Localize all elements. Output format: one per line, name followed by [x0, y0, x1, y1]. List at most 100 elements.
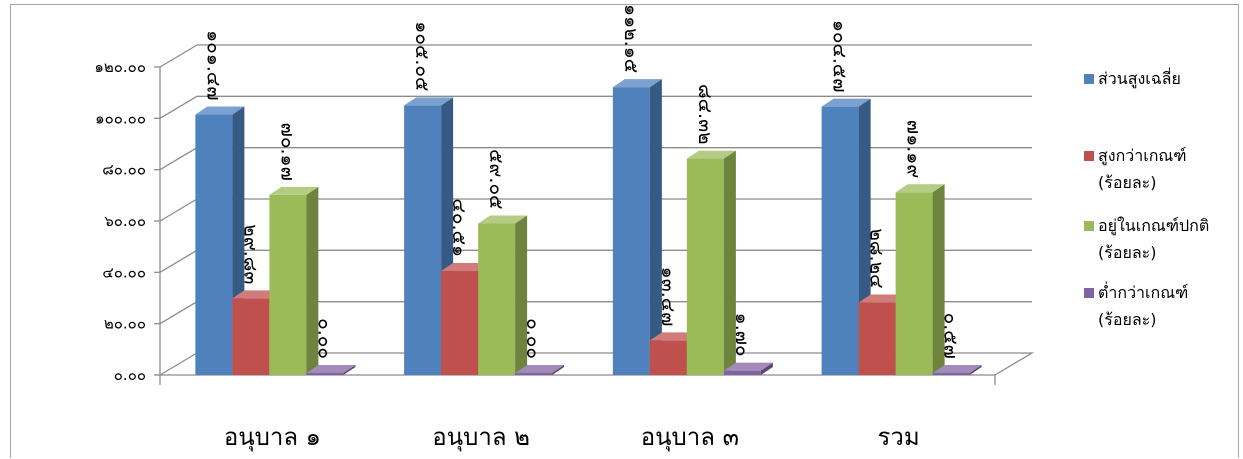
bar-front — [404, 105, 442, 375]
data-label: ๑๐๑.๔๗ — [202, 30, 224, 100]
bars — [195, 79, 982, 376]
data-label: ๘๔.๓๒ — [694, 84, 716, 145]
data-label: ๑.๗๐ — [731, 313, 753, 357]
bar — [686, 150, 736, 375]
gridline — [159, 95, 1032, 119]
data-label: ๒๙.๘๓ — [239, 224, 261, 284]
legend-label: (ร้อยละ) — [1098, 243, 1156, 262]
data-label: ๒๘.๒๔ — [866, 228, 888, 288]
x-axis-categories: อนุบาล ๑ อนุบาล ๒ อนุบาล ๓ รวม — [224, 423, 920, 452]
bar-top — [269, 186, 319, 195]
bar-top — [478, 215, 528, 224]
legend-swatch — [1084, 288, 1094, 298]
legend-label: สูงกว่าเกณฑ์ — [1098, 146, 1187, 166]
data-label: ๗๐.๑๗ — [276, 123, 298, 181]
bar-top — [441, 263, 491, 272]
data-label: ๗๑.๑๙ — [903, 120, 925, 178]
bar-front — [686, 158, 724, 375]
bar-front — [932, 372, 970, 375]
bar-side — [932, 184, 945, 375]
bar-front — [515, 372, 553, 375]
y-tick-label: ๖๐.๐๐ — [104, 212, 146, 230]
bar-side — [515, 215, 528, 375]
bar-top — [932, 364, 982, 373]
bar-side — [760, 362, 773, 375]
bar-front — [306, 372, 344, 375]
bar — [195, 106, 245, 375]
y-axis-ticks: ๐.๐๐ ๒๐.๐๐ ๔๐.๐๐ ๖๐.๐๐ ๘๐.๐๐ ๑๐๐.๐๐ ๑๒๐.๐๐ — [94, 58, 160, 384]
bar — [932, 364, 982, 375]
bar-front — [269, 194, 307, 375]
bar-front — [612, 87, 650, 376]
bar-top — [195, 106, 245, 115]
bar-side — [723, 150, 736, 375]
y-tick-label: ๘๐.๐๐ — [102, 161, 146, 179]
bar-front — [195, 114, 233, 375]
data-label: ๑๐๕.๐๕ — [411, 21, 433, 91]
bar-top — [686, 150, 736, 159]
data-label: ๑๑๒.๑๕ — [620, 4, 642, 73]
legend-label: ต่ำกว่าเกณฑ์ — [1098, 281, 1188, 302]
bar-top — [723, 362, 773, 371]
bar-side — [343, 364, 356, 375]
bar-top — [821, 98, 871, 107]
legend-label: (ร้อยละ) — [1098, 173, 1156, 192]
bar-top — [858, 294, 908, 303]
legend-label: ส่วนสูงเฉลี่ย — [1098, 67, 1181, 89]
legend-entry: สูงกว่าเกณฑ์ (ร้อยละ) — [1084, 146, 1187, 192]
bar-top — [612, 79, 662, 88]
category-label: รวม — [878, 423, 920, 451]
legend-label: อยู่ในเกณฑ์ปกติ — [1098, 216, 1209, 236]
data-label: ๐.๕๗ — [940, 313, 962, 359]
y-tick-label: ๒๐.๐๐ — [104, 315, 146, 333]
chart-frame — [10, 4, 1239, 458]
bar-front — [858, 302, 896, 375]
legend-entry: ต่ำกว่าเกณฑ์ (ร้อยละ) — [1084, 281, 1188, 329]
bar — [515, 364, 565, 375]
bar-top — [649, 332, 699, 341]
data-label: ๔๐.๕๑ — [448, 199, 470, 257]
bar-front — [723, 370, 761, 375]
bar-top — [515, 364, 565, 373]
bar-top — [306, 364, 356, 373]
legend-label: (ร้อยละ) — [1098, 310, 1156, 329]
gridline — [159, 44, 1032, 68]
category-label: อนุบาล ๒ — [432, 423, 530, 452]
bar-side — [969, 364, 982, 375]
bar — [478, 215, 528, 375]
legend-entry: ส่วนสูงเฉลี่ย — [1084, 67, 1181, 89]
legend-swatch — [1084, 151, 1094, 161]
bar-top — [404, 97, 454, 106]
bar — [612, 79, 662, 376]
y-tick-label: ๐.๐๐ — [114, 366, 146, 384]
category-label: อนุบาล ๑ — [224, 423, 321, 452]
legend-swatch — [1084, 74, 1094, 84]
y-tick-label: ๔๐.๐๐ — [102, 263, 146, 281]
data-label: ๑๓.๔๗ — [657, 267, 679, 327]
bar-top — [895, 184, 945, 193]
bar-front — [895, 192, 933, 375]
data-label: ๕๙.๐๕ — [485, 149, 507, 209]
bar-front — [232, 298, 270, 375]
bar-side — [649, 79, 662, 376]
y-tick-label: ๑๒๐.๐๐ — [94, 58, 146, 76]
bar — [895, 184, 945, 375]
bar-side — [552, 364, 565, 375]
bar-front — [478, 223, 516, 375]
bar-front — [821, 106, 859, 375]
category-label: อนุบาล ๓ — [641, 423, 739, 452]
bar-front — [441, 271, 479, 375]
bar-front — [649, 340, 687, 375]
bar — [269, 186, 319, 375]
legend: ส่วนสูงเฉลี่ยสูงกว่าเกณฑ์(ร้อยละ)อยู่ในเ… — [1084, 67, 1209, 329]
data-label: ๐.๐๐ — [313, 318, 335, 359]
data-label: ๐.๐๐ — [522, 318, 544, 359]
legend-swatch — [1084, 221, 1094, 231]
bar — [306, 364, 356, 375]
bar-top — [232, 290, 282, 299]
data-label: ๑๐๔.๕๗ — [829, 20, 851, 93]
legend-entry: อยู่ในเกณฑ์ปกติ (ร้อยละ) — [1084, 216, 1209, 262]
bar — [723, 362, 773, 375]
